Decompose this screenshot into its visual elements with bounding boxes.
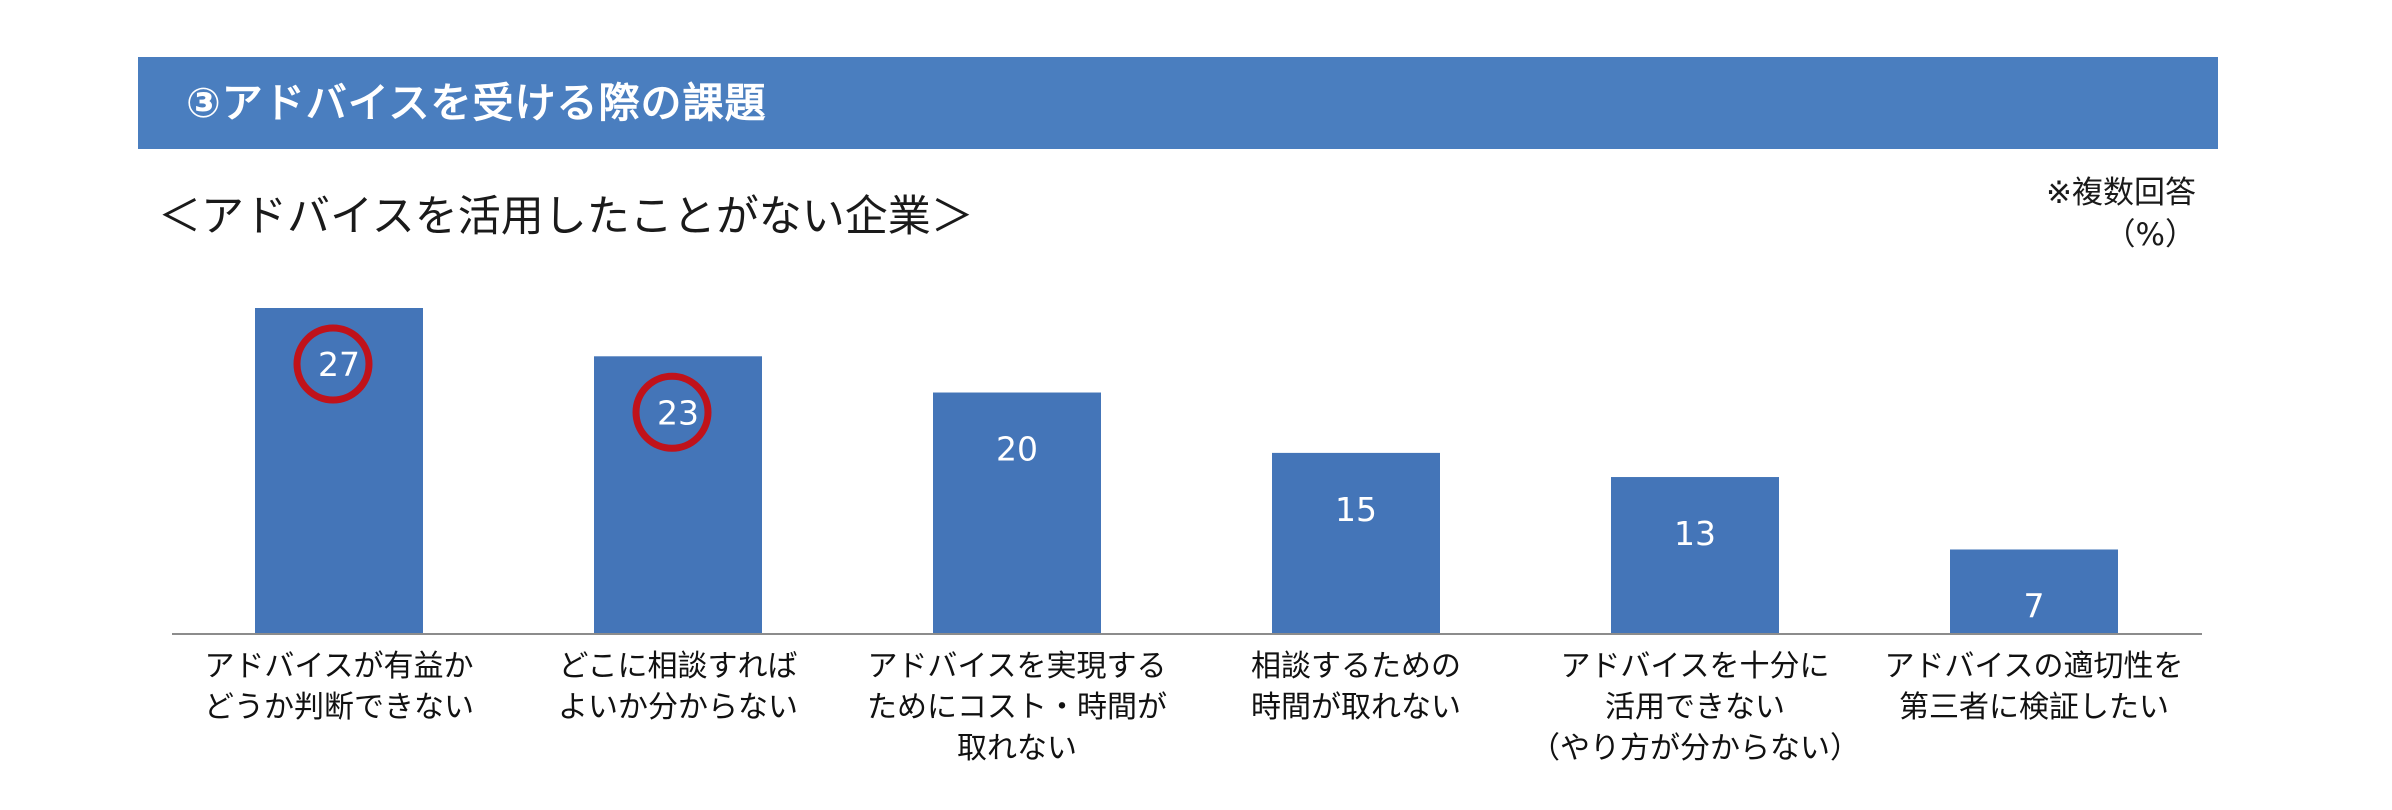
category-label: アドバイスを十分に bbox=[1560, 649, 1829, 684]
bar bbox=[1611, 477, 1779, 634]
bar bbox=[594, 356, 762, 634]
section-title: ③アドバイスを受ける際の課題 bbox=[186, 79, 767, 127]
bar bbox=[1950, 549, 2118, 634]
note-unit: （%） bbox=[2104, 217, 2196, 253]
data-label: 23 bbox=[657, 393, 699, 432]
highlight-circle bbox=[293, 324, 373, 404]
bar bbox=[933, 392, 1101, 634]
category-label: アドバイスを実現する bbox=[867, 649, 1166, 684]
bar bbox=[255, 308, 423, 634]
data-label: 13 bbox=[1674, 514, 1716, 553]
category-label: 第三者に検証したい bbox=[1899, 690, 2169, 725]
category-label: 活用できない bbox=[1605, 690, 1785, 725]
category-label: アドバイスの適切性を bbox=[1884, 649, 2183, 684]
category-label: アドバイスが有益か bbox=[204, 649, 473, 684]
highlight-circle bbox=[632, 372, 712, 452]
data-label: 15 bbox=[1335, 490, 1377, 529]
section-header: ③アドバイスを受ける際の課題 bbox=[138, 57, 2218, 149]
data-label: 20 bbox=[996, 430, 1038, 469]
category-label: 時間が取れない bbox=[1251, 690, 1461, 725]
category-label: ためにコスト・時間が bbox=[867, 690, 1167, 725]
note-multiple-answers: ※複数回答 bbox=[2046, 175, 2196, 211]
data-label: 27 bbox=[318, 345, 360, 384]
chart-subtitle: ＜アドバイスを活用したことがない企業＞ bbox=[158, 192, 974, 242]
unit-note: ※複数回答 （%） bbox=[2046, 172, 2196, 256]
data-label: 7 bbox=[2024, 586, 2045, 625]
category-label: どこに相談すれば bbox=[558, 649, 797, 684]
category-label: （やり方が分からない） bbox=[1530, 731, 1860, 766]
category-label: 取れない bbox=[957, 731, 1077, 766]
category-label: 相談するための bbox=[1251, 649, 1461, 684]
category-label: どうか判断できない bbox=[204, 690, 474, 725]
bar bbox=[1272, 452, 1440, 634]
category-label: よいか分からない bbox=[558, 690, 798, 725]
